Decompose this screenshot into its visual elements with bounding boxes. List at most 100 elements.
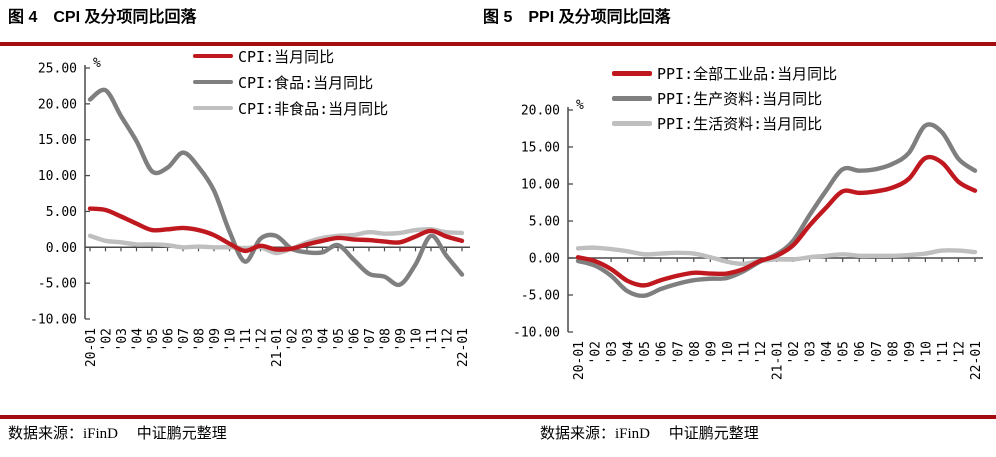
title-rule — [0, 42, 482, 46]
x-axis-tick-label: '11 — [425, 328, 440, 351]
legend-label: CPI:食品:当月同比 — [238, 73, 374, 92]
x-axis-tick-label: '12 — [441, 328, 456, 351]
x-axis-tick-label: '06 — [162, 328, 177, 351]
legend-label: PPI:全部工业品:当月同比 — [657, 65, 838, 83]
legend-label: PPI:生活资料:当月同比 — [657, 115, 823, 133]
legend-line-swatch-red — [193, 53, 233, 59]
figure-cpi: 图 4 CPI 及分项同比回落 CPI:当月同比 CPI:食品:当月同比 CPI… — [0, 0, 482, 457]
x-axis-tick-label: 22-01 — [969, 341, 984, 380]
x-axis-tick-label: '03 — [605, 341, 620, 364]
x-axis-tick-label: '04 — [131, 328, 146, 352]
x-axis-tick-label: 20-01 — [572, 341, 587, 380]
legend-item: PPI:全部工业品:当月同比 — [612, 61, 837, 86]
x-axis-tick-label: 21-01 — [771, 341, 786, 380]
title-rule — [482, 42, 996, 46]
figure-ppi-title: 图 5 PPI 及分项同比回落 — [483, 9, 671, 26]
x-axis-tick-label: '10 — [721, 341, 736, 364]
y-axis-tick-label: -5.00 — [38, 277, 77, 292]
y-axis-tick-label: 15.00 — [38, 133, 77, 148]
x-axis-tick-label: '02 — [100, 328, 115, 351]
x-axis-tick-label: '08 — [688, 341, 703, 364]
x-axis-tick-label: '12 — [952, 341, 967, 364]
data-source-note: 数据来源：iFinD 中证鹏元整理 — [8, 426, 227, 442]
x-axis-tick-label: '10 — [224, 328, 239, 351]
legend-line-swatch-darkgray — [193, 79, 233, 85]
x-axis-tick-label: '10 — [919, 341, 934, 364]
series-line-2 — [87, 227, 465, 256]
series-line-0 — [575, 154, 978, 288]
x-axis-tick-label: '10 — [410, 328, 425, 351]
x-axis-tick-label: '04 — [622, 341, 637, 365]
x-axis-tick-label: '02 — [589, 341, 604, 364]
x-axis-tick-label: '07 — [671, 341, 686, 364]
x-axis-tick-label: '07 — [363, 328, 378, 351]
y-axis-tick-label: 10.00 — [38, 169, 77, 184]
x-axis-tick-label: '11 — [737, 341, 752, 364]
legend-item: CPI:食品:当月同比 — [193, 69, 388, 95]
legend-line-swatch-red — [612, 71, 652, 76]
source-rule — [0, 415, 482, 419]
y-axis-unit-label: % — [576, 98, 584, 113]
cpi-legend: CPI:当月同比 CPI:食品:当月同比 CPI:非食品:当月同比 — [193, 43, 388, 121]
legend-label: PPI:生产资料:当月同比 — [657, 90, 823, 108]
legend-label: CPI:非食品:当月同比 — [238, 99, 389, 118]
y-axis-tick-label: -5.00 — [521, 289, 560, 304]
y-axis-tick-label: 5.00 — [46, 205, 77, 220]
x-axis-tick-label: '08 — [379, 328, 394, 351]
x-axis-tick-label: '02 — [286, 328, 301, 351]
x-axis-tick-label: '09 — [704, 341, 719, 364]
legend-item: CPI:非食品:当月同比 — [193, 95, 388, 121]
y-axis-unit-label: % — [93, 56, 101, 71]
y-axis-tick-label: 20.00 — [38, 97, 77, 112]
series-line-0 — [87, 206, 465, 254]
legend-label: CPI:当月同比 — [238, 47, 335, 66]
ppi-legend: PPI:全部工业品:当月同比 PPI:生产资料:当月同比 PPI:生活资料:当月… — [612, 61, 837, 136]
x-axis-tick-label: '12 — [754, 341, 769, 364]
x-axis-tick-label: 22-01 — [456, 328, 471, 367]
series-line-2 — [575, 245, 978, 267]
x-axis-tick-label: '05 — [146, 328, 161, 351]
cpi-line-chart: 25.00 20.00 15.00 10.00 5.00 0.00 -5.00 -10.00%… — [30, 56, 471, 367]
y-axis-tick-label: 5.00 — [529, 215, 560, 230]
x-axis-tick-label: '09 — [208, 328, 223, 351]
source-rule — [482, 415, 996, 419]
ppi-line-chart: 20.00 15.00 10.00 5.00 0.00 -5.00 -10.00% 20-01… — [513, 98, 984, 380]
series-line-1 — [87, 87, 465, 288]
x-axis-tick-label: '07 — [870, 341, 885, 364]
legend-line-swatch-darkgray — [612, 96, 652, 101]
legend-line-swatch-lightgray — [612, 121, 652, 126]
x-axis-tick-label: '11 — [239, 328, 254, 351]
x-axis-tick-label: '03 — [301, 328, 316, 351]
y-axis-tick-label: 15.00 — [521, 141, 560, 156]
y-axis-tick-label: -10.00 — [513, 326, 560, 341]
x-axis-tick-label: '11 — [936, 341, 951, 364]
x-axis-tick-label: 21-01 — [270, 328, 285, 367]
x-axis-tick-label: '03 — [804, 341, 819, 364]
legend-line-swatch-lightgray — [193, 105, 233, 111]
x-axis-tick-label: '06 — [348, 328, 363, 351]
x-axis-tick-label: '08 — [886, 341, 901, 364]
x-axis-tick-label: '05 — [837, 341, 852, 364]
data-source-note: 数据来源：iFinD 中证鹏元整理 — [540, 426, 759, 442]
x-axis-tick-label: '02 — [787, 341, 802, 364]
legend-item: PPI:生产资料:当月同比 — [612, 86, 837, 111]
x-axis-tick-label: '04 — [820, 341, 835, 365]
x-axis-tick-label: 20-01 — [84, 328, 99, 367]
x-axis-tick-label: '08 — [193, 328, 208, 351]
y-axis-tick-label: 20.00 — [521, 104, 560, 119]
x-axis-tick-label: '06 — [655, 341, 670, 364]
series-line-1 — [575, 122, 978, 298]
legend-item: PPI:生活资料:当月同比 — [612, 111, 837, 136]
x-axis-tick-label: '06 — [853, 341, 868, 364]
figure-ppi: 图 5 PPI 及分项同比回落 PPI:全部工业品:当月同比 PPI:生产资料:… — [482, 0, 996, 457]
figure-cpi-title: 图 4 CPI 及分项同比回落 — [8, 9, 197, 26]
x-axis-tick-label: '07 — [177, 328, 192, 351]
legend-item: CPI:当月同比 — [193, 43, 388, 69]
x-axis-tick-label: '03 — [115, 328, 130, 351]
y-axis-tick-label: 25.00 — [38, 62, 77, 77]
y-axis-tick-label: 10.00 — [521, 178, 560, 193]
x-axis-tick-label: '05 — [332, 328, 347, 351]
y-axis-tick-label: 0.00 — [529, 252, 560, 267]
x-axis-tick-label: '12 — [255, 328, 270, 351]
